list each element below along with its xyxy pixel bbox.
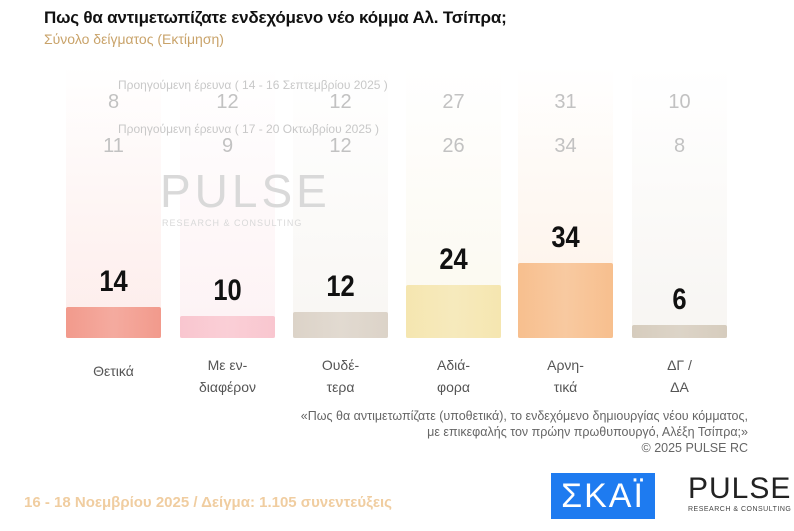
note-line: με επικεφαλής τον πρώην πρωθυπουργό, Αλέ… [427, 425, 748, 439]
data-label: 6 [672, 282, 687, 316]
category-label: ΔΓ / ΔΑ [632, 354, 727, 398]
chart-subtitle: Σύνολο δείγματος (Εκτίμηση) [44, 31, 224, 47]
category-label-line: Θετικά [93, 363, 134, 379]
category-label-line: Με εν- [207, 357, 248, 373]
previous-survey-label-2: Προηγούμενη έρευνα ( 17 - 20 Οκτωβρίου 2… [118, 122, 379, 136]
category-label-line: διαφέρον [198, 379, 257, 395]
category-label-line: τικά [553, 379, 578, 395]
category-label-line: φορα [437, 379, 470, 395]
previous-survey-label-1: Προηγούμενη έρευνα ( 14 - 16 Σεπτεμβρίου… [118, 78, 388, 92]
column-background [293, 66, 388, 338]
category-label-line: τερα [326, 379, 355, 395]
column-background [180, 66, 275, 338]
category-label: Αρνη-τικά [518, 354, 613, 398]
footer-sample-info: 16 - 18 Νοεμβρίου 2025 / Δείγμα: 1.105 σ… [24, 494, 392, 511]
previous-value-2: 34 [554, 135, 577, 157]
category-label-line: ΔΑ [670, 379, 689, 395]
pulse-logo-sub: RESEARCH & CONSULTING [688, 506, 792, 513]
bar [66, 307, 161, 338]
previous-value-1: 12 [329, 91, 352, 113]
skai-logo: ΣΚΑΪ [551, 473, 655, 519]
bar [406, 285, 501, 338]
bar [180, 316, 275, 338]
previous-value-2: 9 [221, 135, 234, 157]
data-label: 12 [326, 269, 355, 303]
category-label-line: Αδιά- [437, 357, 470, 373]
previous-value-2: 12 [329, 135, 352, 157]
previous-value-1: 12 [216, 91, 239, 113]
data-label: 14 [99, 265, 128, 299]
bar [518, 263, 613, 338]
data-label: 10 [213, 274, 242, 307]
previous-value-2: 8 [673, 135, 686, 157]
column-background [632, 66, 727, 338]
bar [293, 311, 388, 338]
category-label-line: Ουδέ- [321, 357, 360, 373]
previous-value-1: 10 [668, 91, 691, 113]
category-label: Αδιά-φορα [406, 354, 501, 398]
column-background [66, 66, 161, 338]
category-label: Ουδέ-τερα [293, 354, 388, 398]
previous-value-2: 11 [103, 135, 124, 157]
data-label: 34 [551, 221, 580, 255]
previous-value-1: 8 [107, 91, 120, 113]
note-line: «Πως θα αντιμετωπίζατε (υποθετικά), το ε… [300, 409, 748, 423]
chart-title: Πως θα αντιμετωπίζατε ενδεχόμενο νέο κόμ… [44, 8, 507, 27]
category-label: Με εν-διαφέρον [180, 354, 275, 398]
category-label-line: Αρνη- [547, 357, 584, 373]
pulse-watermark: PULSE [160, 165, 331, 217]
pulse-logo: PULSE [688, 472, 792, 505]
data-label: 24 [439, 243, 468, 277]
question-note: «Πως θα αντιμετωπίζατε (υποθετικά), το ε… [301, 408, 748, 456]
category-label: Θετικά [66, 360, 161, 382]
pulse-watermark-sub: RESEARCH & CONSULTING [162, 218, 303, 228]
bar [632, 324, 727, 338]
copyright: © 2025 PULSE RC [641, 441, 748, 455]
previous-value-1: 27 [442, 91, 465, 113]
previous-value-1: 31 [554, 91, 577, 113]
category-label-line: ΔΓ / [667, 357, 692, 373]
previous-value-2: 26 [442, 135, 465, 157]
